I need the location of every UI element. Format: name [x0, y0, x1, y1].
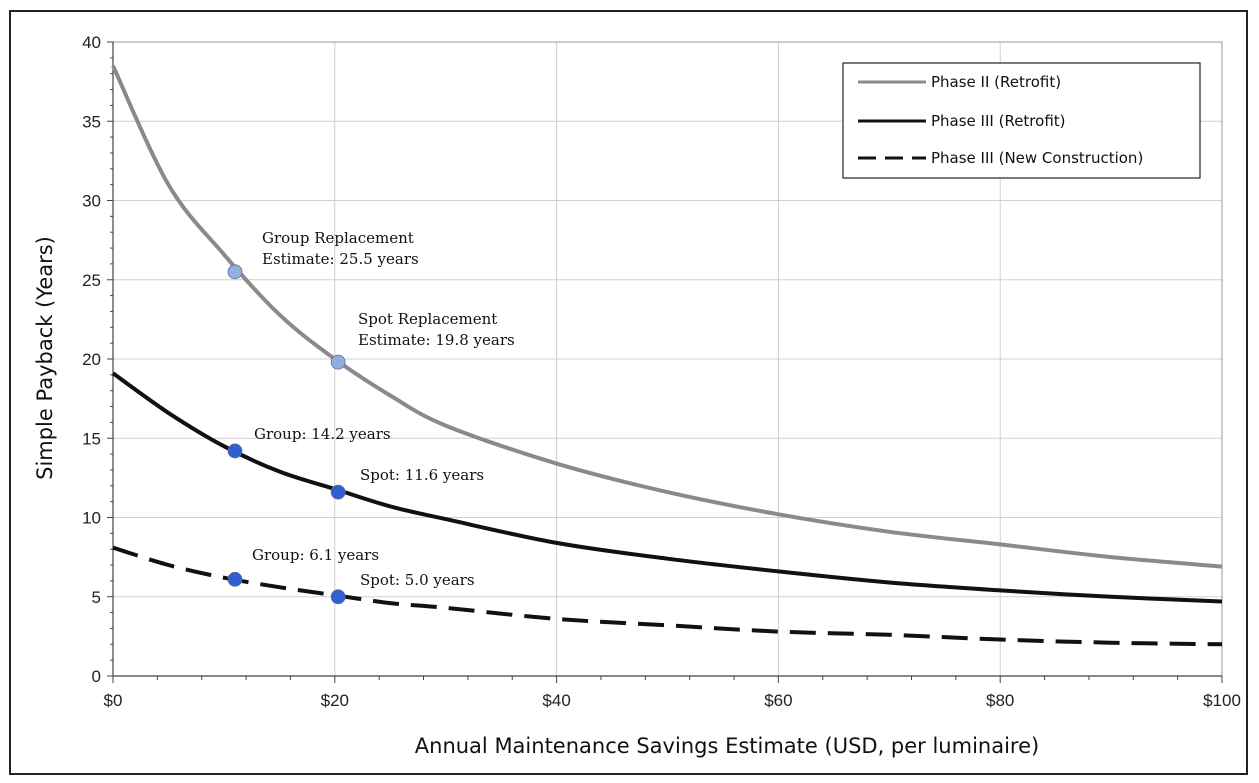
annotation-line: Spot Replacement [358, 310, 497, 328]
series-line-phase-ii-retrofit [111, 64, 1223, 569]
annotation-label: Spot: 11.6 years [360, 466, 484, 484]
x-axis-ticks: $0 $20 $40 $60 $80 $100 [104, 676, 1241, 710]
data-marker [330, 354, 346, 370]
x-tick-label: $40 [542, 691, 570, 710]
series-line-phase-iii-new-construction [112, 545, 1223, 647]
annotation-line: Group Replacement [262, 229, 414, 247]
data-marker [330, 589, 346, 605]
series-lines [111, 64, 1223, 647]
annotation-line: Spot: 11.6 years [360, 466, 484, 484]
y-axis-title: Simple Payback (Years) [33, 236, 57, 480]
x-tick-label: $20 [321, 691, 349, 710]
y-tick-label: 10 [82, 509, 101, 528]
data-marker [227, 443, 243, 459]
y-tick-label: 35 [82, 112, 101, 131]
data-marker [330, 484, 346, 500]
x-tick-label: $0 [104, 691, 123, 710]
legend-label: Phase III (Retrofit) [931, 112, 1066, 130]
annotation-line: Group: 6.1 years [252, 546, 379, 564]
y-tick-label: 40 [82, 33, 101, 52]
x-tick-label: $80 [986, 691, 1014, 710]
x-tick-label: $60 [764, 691, 792, 710]
x-axis-title: Annual Maintenance Savings Estimate (USD… [415, 734, 1039, 758]
y-tick-label: 0 [92, 667, 101, 686]
legend-label: Phase II (Retrofit) [931, 73, 1061, 91]
y-tick-label: 15 [82, 429, 101, 448]
annotation-line: Spot: 5.0 years [360, 571, 475, 589]
annotation-line: Group: 14.2 years [254, 425, 391, 443]
legend: Phase II (Retrofit) Phase III (Retrofit) P… [842, 62, 1201, 179]
series-line-phase-iii-retrofit [111, 371, 1223, 604]
annotation-label: Group: 14.2 years [254, 425, 391, 443]
data-markers [227, 264, 346, 605]
annotation-label: Spot: 5.0 years [360, 571, 475, 589]
x-tick-label: $100 [1203, 691, 1241, 710]
y-tick-label: 25 [82, 271, 101, 290]
y-tick-label: 30 [82, 192, 101, 211]
y-tick-label: 20 [82, 350, 101, 369]
annotation-label: Spot Replacement Estimate: 19.8 years [358, 310, 515, 349]
y-tick-label: 5 [92, 588, 101, 607]
annotation-label: Group Replacement Estimate: 25.5 years [262, 229, 419, 268]
data-marker [227, 264, 243, 280]
annotation-line: Estimate: 19.8 years [358, 331, 515, 349]
y-axis-ticks: 0 5 10 15 20 25 30 35 40 [82, 33, 113, 686]
data-marker [227, 571, 243, 587]
annotation-line: Estimate: 25.5 years [262, 250, 419, 268]
annotations: Group Replacement Estimate: 25.5 years Spo… [252, 229, 515, 589]
annotation-label: Group: 6.1 years [252, 546, 379, 564]
legend-label: Phase III (New Construction) [931, 149, 1143, 167]
